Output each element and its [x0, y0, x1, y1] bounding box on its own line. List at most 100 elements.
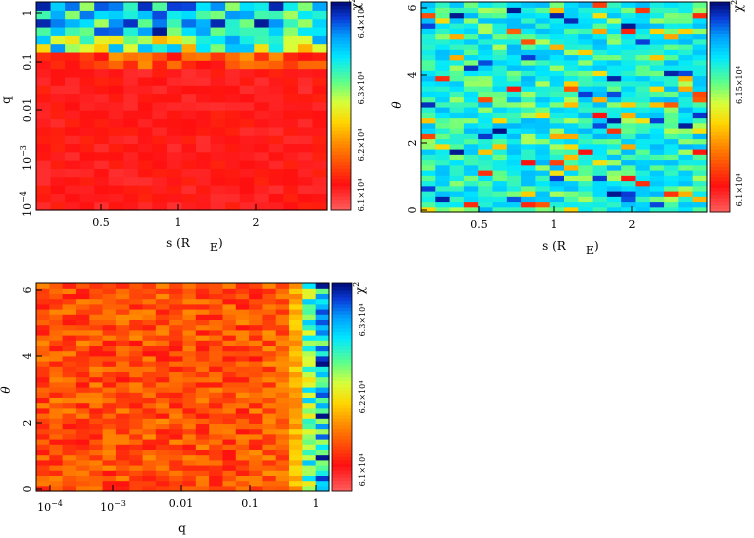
heatmap-cell [262, 376, 277, 383]
heatmap-cell [36, 193, 52, 203]
heatmap-cell [549, 91, 565, 98]
heatmap-cell [535, 54, 551, 61]
heatmap-cell [235, 470, 250, 476]
colorbar-segment [332, 421, 352, 426]
heatmap-cell [275, 439, 290, 445]
heatmap-cell [564, 154, 579, 161]
heatmap-cell [649, 80, 665, 87]
heatmap-cell [182, 465, 197, 471]
heatmap-cell [564, 112, 579, 119]
heatmap-cell [421, 180, 436, 187]
heatmap-cell [89, 387, 104, 393]
heatmap-cell [506, 86, 522, 92]
heatmap-cell [182, 319, 197, 326]
heatmap-cell [492, 2, 508, 8]
heatmap-cell [549, 164, 565, 171]
heatmap-cell [649, 128, 665, 134]
heatmap-cell [492, 70, 508, 77]
heatmap-cell [50, 2, 66, 11]
heatmap-cell [678, 59, 694, 66]
heatmap-cell [225, 76, 241, 86]
heatmap-cell [564, 128, 579, 134]
heatmap-cell [289, 439, 303, 445]
heatmap-cell [108, 68, 124, 78]
heatmap-cell [297, 43, 314, 53]
heatmap-cell [521, 206, 536, 213]
heatmap-cell [94, 60, 110, 70]
heatmap-cell [312, 60, 328, 70]
heatmap-cell [169, 485, 184, 492]
heatmap-cell [649, 149, 665, 155]
heatmap-cell [49, 454, 64, 461]
heatmap-cell [196, 26, 212, 36]
colorbar-segment [331, 175, 351, 180]
heatmap-cell [210, 168, 226, 178]
colorbar-segment [332, 459, 352, 464]
heatmap-cell [195, 485, 210, 492]
heatmap-cell [222, 387, 237, 393]
heatmap-cell [692, 175, 708, 182]
heatmap-cell [621, 86, 637, 92]
heatmap-cell [249, 470, 264, 476]
heatmap-cell [79, 93, 95, 103]
heatmap-cell [692, 128, 708, 134]
heatmap-cell [578, 86, 594, 92]
heatmap-cell [254, 35, 270, 45]
heatmap-cell [75, 366, 90, 372]
heatmap-cell [210, 60, 226, 70]
heatmap-cell [129, 423, 144, 430]
heatmap-cell [108, 26, 124, 36]
heatmap-cell [463, 49, 479, 56]
heatmap-cell [115, 366, 130, 372]
heatmap-cell [196, 51, 212, 61]
heatmap-cell [254, 151, 270, 161]
heatmap-cell [129, 407, 144, 414]
heatmap-cell [75, 392, 90, 398]
heatmap-cell [463, 86, 479, 92]
heatmap-cell [549, 191, 565, 197]
heatmap-cell [36, 444, 50, 450]
heatmap-cell [535, 12, 551, 19]
heatmap-cell [635, 185, 651, 192]
heatmap-cell [142, 319, 157, 326]
heatmap-cell [549, 128, 565, 134]
heatmap-cell [449, 164, 465, 171]
heatmap-cell [283, 143, 299, 153]
heatmap-cell [196, 2, 212, 11]
heatmap-cell [564, 101, 579, 108]
heatmap-cell [289, 423, 303, 430]
heatmap-cell [289, 345, 303, 352]
heatmap-cell [129, 324, 144, 331]
heatmap-cell [36, 303, 50, 310]
heatmap-cell [49, 324, 64, 331]
heatmap-cell [262, 293, 277, 300]
heatmap-cell [635, 159, 651, 166]
heatmap-cell [275, 371, 290, 378]
heatmap-cell [478, 33, 494, 40]
heatmap-cell [664, 96, 679, 103]
heatmap-cell [169, 397, 184, 404]
heatmap-cell [664, 101, 679, 108]
heatmap-cell [62, 329, 77, 336]
heatmap-cell [435, 44, 451, 50]
heatmap-cell [36, 135, 52, 145]
heatmap-cell [102, 366, 117, 372]
colorbar-segment [332, 425, 352, 430]
heatmap-cell [254, 118, 270, 128]
heatmap-cell [289, 418, 303, 424]
heatmap-cell [50, 101, 66, 111]
heatmap-cell [195, 355, 210, 362]
heatmap-cell [75, 293, 90, 300]
heatmap-cell [89, 454, 104, 461]
heatmap-cell [142, 366, 157, 372]
heatmap-cell [262, 444, 277, 450]
heatmap-cell [195, 293, 210, 300]
heatmap-cell [312, 160, 328, 169]
heatmap-cell [421, 17, 436, 24]
heatmap-cell [182, 324, 197, 331]
heatmap-cell [89, 465, 104, 471]
heatmap-cell [89, 324, 104, 331]
heatmap-cell [195, 470, 210, 476]
heatmap-cell [635, 154, 651, 161]
heatmap-cell [449, 49, 465, 56]
